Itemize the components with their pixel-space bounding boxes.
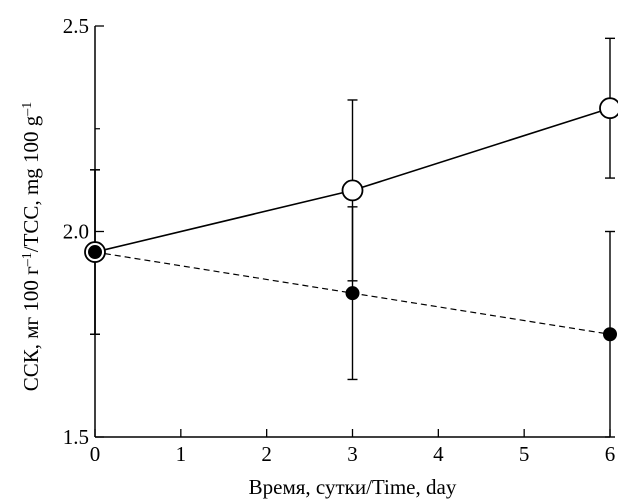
open-circle-marker <box>599 97 618 120</box>
markers <box>84 97 618 342</box>
y-tick-label: 2.5 <box>63 14 89 38</box>
y-axis-label-sup1: –1 <box>20 252 35 267</box>
y-axis-label-sup2: –1 <box>20 102 35 117</box>
x-tick-label: 5 <box>519 442 530 466</box>
y-tick-label: 2.0 <box>63 220 89 244</box>
y-ticks: 1.5 2.0 2.5 <box>63 14 104 449</box>
filled-circle-marker <box>88 245 102 260</box>
x-tick-label: 0 <box>90 442 101 466</box>
error-bars <box>90 37 615 438</box>
x-tick-label: 1 <box>176 442 187 466</box>
y-axis-label: ССК, мг 100 г–1/TCC, mg 100 g–1 <box>19 102 43 392</box>
open-circle-marker <box>341 179 364 202</box>
y-tick-label: 1.5 <box>63 425 89 449</box>
x-axis-label: Время, сутки/Time, day <box>249 475 457 499</box>
x-tick-label: 4 <box>433 442 444 466</box>
x-tick-label: 3 <box>347 442 358 466</box>
x-tick-label: 2 <box>261 442 272 466</box>
y-axis-label-middle: /TCC, mg 100 g <box>19 115 43 252</box>
filled-circle-marker <box>603 327 617 342</box>
y-axis-label-prefix: ССК, мг 100 г <box>19 266 43 391</box>
filled-circle-marker <box>345 286 360 301</box>
x-tick-label: 6 <box>605 442 616 466</box>
x-ticks: 0 1 2 3 4 5 6 <box>90 429 616 466</box>
